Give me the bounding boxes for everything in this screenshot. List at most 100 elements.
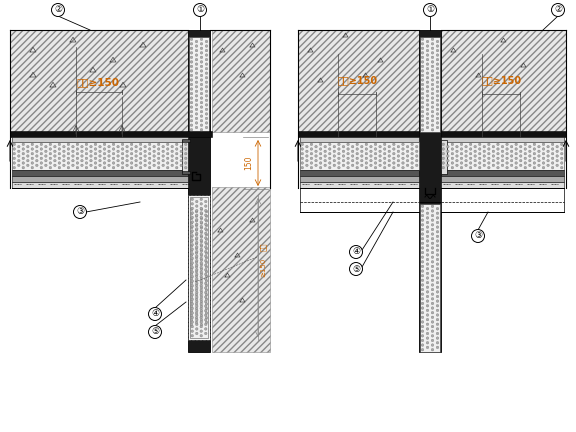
Circle shape [436,86,439,88]
Circle shape [17,159,20,162]
Circle shape [195,250,198,253]
Circle shape [426,81,429,83]
Circle shape [144,155,146,157]
Circle shape [108,164,111,167]
Circle shape [190,56,193,59]
Circle shape [195,99,198,102]
Circle shape [191,293,194,296]
Circle shape [379,155,381,157]
Circle shape [85,166,88,169]
Circle shape [200,60,203,63]
Circle shape [456,150,458,152]
Circle shape [195,215,198,218]
Circle shape [122,143,124,146]
Circle shape [200,225,203,228]
Circle shape [205,247,208,250]
Circle shape [195,104,198,106]
Circle shape [200,289,203,292]
Circle shape [446,150,449,152]
Circle shape [13,166,16,169]
Circle shape [351,155,354,157]
Circle shape [510,155,513,157]
Text: 翻包: 翻包 [260,243,266,251]
Circle shape [436,323,439,326]
Circle shape [421,270,424,272]
Circle shape [205,252,208,254]
Circle shape [421,321,424,323]
Circle shape [195,210,198,212]
Circle shape [421,56,424,59]
Circle shape [421,205,424,208]
Circle shape [333,145,336,148]
Circle shape [305,150,308,152]
Circle shape [166,152,169,155]
Circle shape [190,83,193,86]
Circle shape [130,143,133,146]
Circle shape [195,293,198,296]
Circle shape [533,157,536,160]
Circle shape [112,148,115,150]
Circle shape [338,166,340,169]
Circle shape [406,164,409,167]
Circle shape [520,155,522,157]
Circle shape [426,277,429,280]
Bar [300,137,419,142]
Circle shape [374,157,377,160]
Circle shape [204,305,207,308]
Circle shape [135,159,138,162]
Circle shape [200,235,203,237]
Circle shape [451,143,454,146]
Circle shape [342,145,345,148]
Circle shape [483,145,486,148]
Circle shape [426,254,429,256]
Text: ⑤: ⑤ [352,264,360,273]
Circle shape [204,246,207,248]
Circle shape [81,155,84,157]
Text: ②: ② [54,6,62,15]
Bar [441,170,564,176]
Circle shape [195,257,198,259]
Circle shape [347,143,350,146]
Circle shape [351,145,354,148]
Circle shape [421,288,424,291]
Circle shape [446,159,449,162]
Circle shape [431,51,434,54]
Circle shape [81,145,84,148]
Bar [12,137,188,142]
Bar [189,207,209,327]
Bar [182,140,188,172]
Circle shape [436,99,439,102]
Circle shape [347,162,350,164]
Circle shape [195,266,198,268]
Circle shape [162,159,165,162]
Circle shape [421,223,424,226]
Circle shape [191,271,194,273]
Circle shape [479,152,481,155]
Bar [188,195,210,340]
Circle shape [551,152,554,155]
Circle shape [415,145,418,148]
Circle shape [333,150,336,152]
Circle shape [184,152,187,155]
Circle shape [195,90,198,92]
Circle shape [436,327,439,330]
Circle shape [200,42,203,45]
Circle shape [157,166,160,169]
Circle shape [180,145,183,148]
Circle shape [13,152,16,155]
Circle shape [184,157,187,160]
Circle shape [200,83,203,86]
Circle shape [421,214,424,217]
Circle shape [205,261,208,264]
Circle shape [200,300,203,303]
Circle shape [361,145,363,148]
Circle shape [191,307,194,310]
Circle shape [392,152,395,155]
Circle shape [421,284,424,286]
Circle shape [501,150,504,152]
Circle shape [431,128,434,131]
Circle shape [200,286,203,289]
Circle shape [67,152,70,155]
Circle shape [200,314,203,317]
Circle shape [319,162,322,164]
